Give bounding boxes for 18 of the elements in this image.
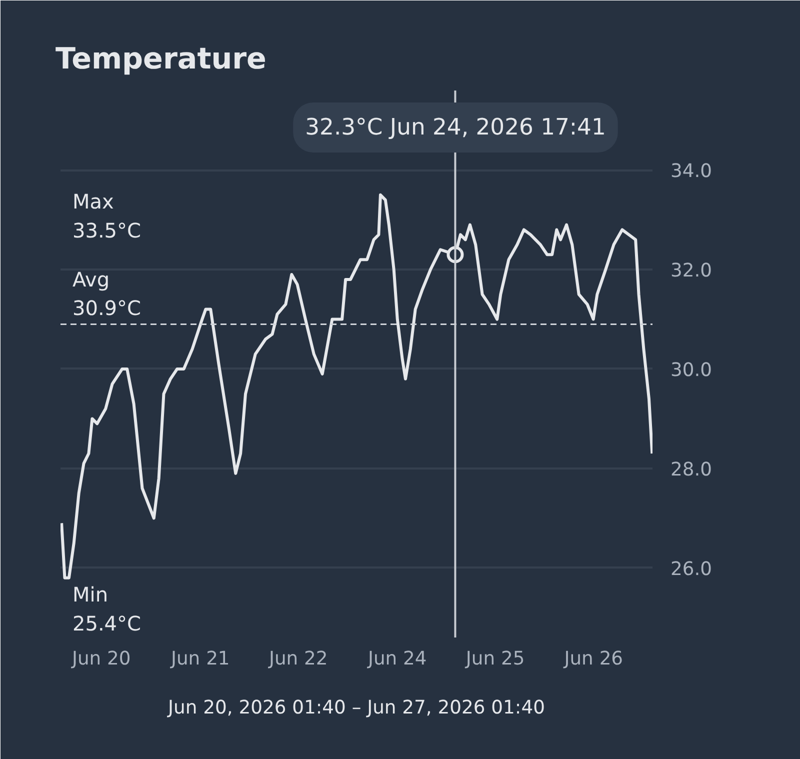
annotation: Max 33.5°C (72, 190, 141, 242)
x-tick-label: Jun 20 (70, 648, 131, 670)
y-tick-label: 26.0 (670, 558, 712, 580)
y-tick-label: 30.0 (670, 360, 712, 381)
line-series (60, 193, 652, 580)
x-tick-label: Jun 24 (366, 648, 427, 670)
x-tick-label: Jun 21 (170, 648, 230, 670)
ref-line-label: Avg 30.9°C (72, 267, 141, 320)
x-tick-label: Jun 25 (464, 648, 525, 670)
x-tick-label: Jun 22 (268, 648, 328, 670)
x-axis-title: Jun 20, 2026 01:40 – Jun 27, 2026 01:40 (167, 698, 545, 718)
y-tick-label: 28.0 (670, 459, 712, 480)
annotation: Min 25.4°C (72, 582, 141, 636)
annotation: 32.3°C Jun 24, 2026 17:41 (305, 114, 606, 140)
chart-title: Temperature (56, 42, 266, 76)
y-tick-label: 34.0 (670, 161, 712, 182)
x-tick-label: Jun 26 (563, 648, 624, 670)
y-tick-label: 32.0 (670, 260, 712, 282)
